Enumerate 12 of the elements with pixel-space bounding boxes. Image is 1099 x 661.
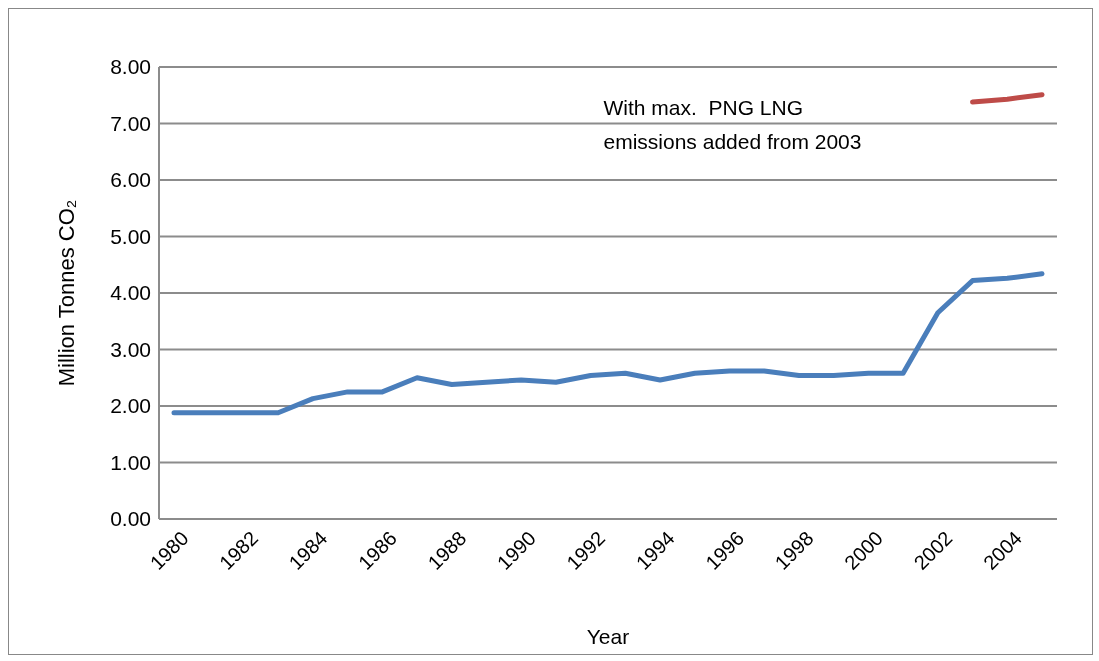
y-tick-label: 0.00 xyxy=(110,507,151,531)
y-tick-label: 3.00 xyxy=(110,337,151,361)
y-tick-label: 6.00 xyxy=(110,168,151,192)
annotation: With max. PNG LNG emissions added from 2003 xyxy=(603,96,862,153)
y-tick-label: 8.00 xyxy=(110,55,151,79)
y-tick-label: 5.00 xyxy=(110,224,151,248)
y-tick-label: 2.00 xyxy=(110,394,151,418)
y-tick-label: 1.00 xyxy=(110,450,151,474)
y-tick-label: 4.00 xyxy=(110,281,151,305)
y-tick-label: 7.00 xyxy=(110,111,151,135)
x-axis-title: Year xyxy=(586,625,630,648)
y-axis-title: Million Tonnes CO₂ xyxy=(54,199,79,387)
